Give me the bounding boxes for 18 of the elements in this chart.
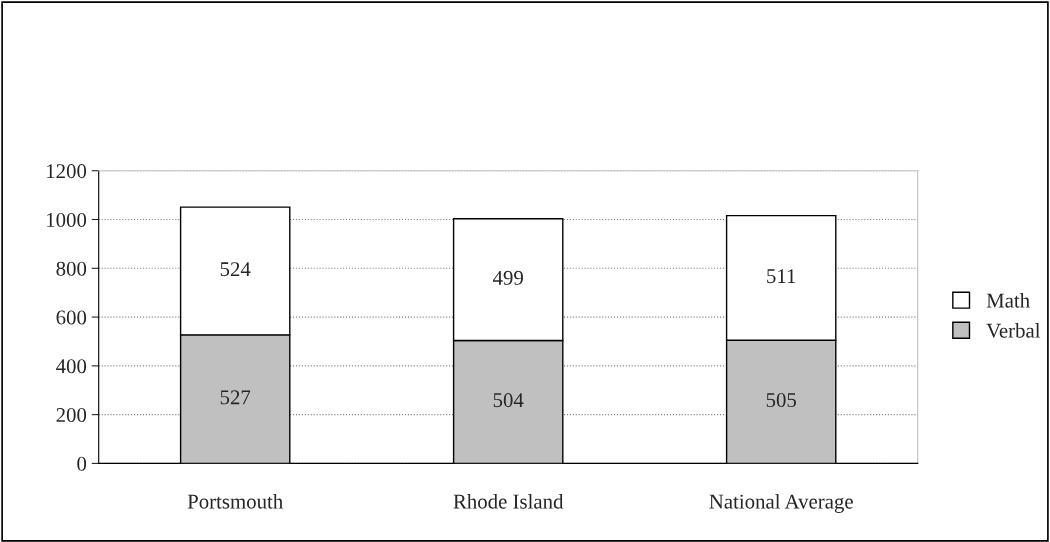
y-tick-label: 1000 [47, 212, 87, 227]
legend-label: Math [986, 292, 1030, 308]
y-tick-label: 800 [56, 261, 87, 276]
y-tick-label: 400 [56, 359, 87, 374]
x-tick-label: Portsmouth [187, 493, 283, 509]
x-tick-label: National Average [709, 493, 853, 513]
y-tick-label: 1200 [47, 164, 87, 179]
data-label: 527 [220, 390, 251, 405]
y-tick-label: 600 [56, 310, 87, 325]
data-label: 511 [767, 269, 796, 284]
data-label: 499 [492, 270, 523, 285]
data-label: 524 [220, 262, 251, 277]
legend-label: Verbal [986, 323, 1041, 338]
y-tick-label: 200 [56, 408, 87, 423]
y-tick-label: 0 [77, 456, 87, 471]
data-label: 504 [493, 393, 524, 408]
x-tick-label: Rhode Island [453, 493, 564, 509]
data-label: 505 [766, 392, 797, 408]
